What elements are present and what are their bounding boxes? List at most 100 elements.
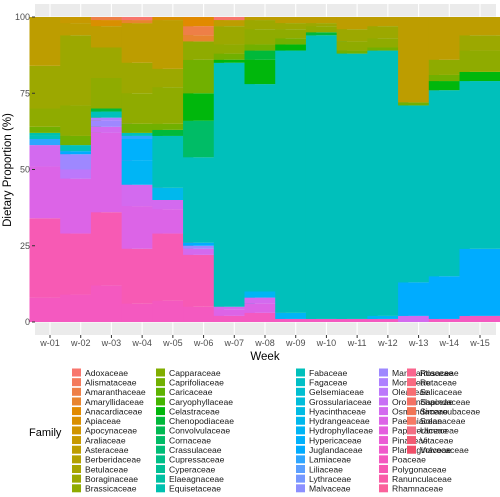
bar-segment-boraginaceae: Boraginaceae (244, 20, 286, 30)
y-tick-label: 50 (20, 165, 30, 175)
legend-item-plantaginaceae: Plantaginaceae (379, 445, 451, 455)
bar-segment-osmundaceae: Osmundaceae (152, 200, 194, 210)
legend-label: Convolvulaceae (169, 426, 230, 436)
legend-label: Gelsemiaceae (309, 387, 364, 397)
bar-segment-celastraceae: Celastraceae (459, 71, 500, 82)
bar-segment-equisetaceae: Equisetaceae (29, 132, 71, 136)
legend-swatch (296, 407, 305, 416)
x-tick-label: w-05 (162, 338, 183, 348)
bar-segment-asteraceae: Asteraceae (367, 17, 409, 27)
legend-label: Capparaceae (169, 368, 221, 378)
legend-item-betulaceae: Betulaceae (72, 464, 128, 474)
bar-segment-asteraceae: Asteraceae (244, 17, 286, 21)
bar-segment-oleaceae: Oleaceae (60, 169, 102, 179)
y-tick-label: 100 (15, 12, 30, 22)
legend-swatch (296, 378, 305, 387)
legend-item-rutaceae: Rutaceae (407, 377, 457, 387)
legend-swatch (379, 368, 388, 377)
legend-label: Berberidaceae (85, 455, 141, 465)
bar-segment-caprifoliaceae: Caprifoliaceae (213, 53, 255, 60)
legend-swatch (407, 416, 416, 425)
legend-swatch (379, 378, 388, 387)
legend-label: Poaceae (392, 455, 426, 465)
legend-swatch (379, 455, 388, 464)
legend-swatch (72, 387, 81, 396)
legend-swatch (296, 465, 305, 473)
x-tick-label: w-08 (254, 338, 275, 348)
legend-label: Juglandaceae (309, 445, 363, 455)
legend-swatch (296, 474, 305, 483)
legend-item-marchantiaceae: Marchantiaceae (379, 368, 453, 378)
legend-label: Crassulaceae (169, 445, 222, 455)
x-tick-label: w-13 (408, 338, 429, 348)
bars: PoaceaePolygonaceaePaeoniaceaeOsmundacea… (29, 17, 500, 322)
legend-swatch (296, 368, 305, 377)
legend-swatch (296, 397, 305, 406)
bar-segment-poaceae: Poaceae (275, 318, 317, 322)
bar-segment-chenopodiaceae: Chenopodiaceae (152, 129, 194, 136)
bar-segment-brassicaceae: Brassicaceae (305, 26, 347, 33)
x-tick-label: w-01 (39, 338, 60, 348)
legend-swatch (156, 436, 165, 445)
legend-label: Volvocaceae (420, 445, 469, 455)
bar-segment-poaceae: Poaceae (305, 318, 347, 322)
legend-item-hyacinthaceae: Hyacinthaceae (296, 406, 366, 416)
legend-label: Grossulariaceae (309, 397, 372, 407)
legend-item-hydrophyllaceae: Hydrophyllaceae (296, 426, 373, 436)
x-tick-label: w-14 (439, 338, 460, 348)
bar-segment-asteraceae: Asteraceae (213, 20, 255, 27)
x-tick-label: w-10 (316, 338, 337, 348)
legend-label: Malvaceae (309, 484, 351, 494)
legend-swatch (72, 426, 81, 435)
legend-item-orobanchaceae: Orobanchaceae (379, 397, 453, 407)
legend-label: Chenopodiaceae (169, 416, 234, 426)
legend-label: Lamiaceae (309, 455, 351, 465)
legend: Family AdoxaceaeAlismataceaeAmaranthacea… (29, 368, 480, 494)
legend-label: Sapindaceae (420, 397, 470, 407)
legend-title: Family (29, 427, 62, 439)
bar-segment-boraginaceae: Boraginaceae (275, 23, 317, 30)
x-tick-label: w-09 (285, 338, 306, 348)
legend-label: Adoxaceae (85, 368, 128, 378)
bar-segment-adoxaceae: Adoxaceae (213, 17, 255, 21)
bar-segment-osmundaceae: Osmundaceae (213, 306, 255, 310)
legend-swatch (72, 484, 81, 493)
bar-segment-caprifoliaceae: Caprifoliaceae (275, 38, 317, 45)
legend-swatch (407, 436, 416, 445)
legend-label: Caryophyllaceae (169, 397, 233, 407)
legend-label: Elaeagnaceae (169, 474, 224, 484)
legend-item-cupressaceae: Cupressaceae (156, 455, 225, 465)
legend-swatch (379, 426, 388, 435)
legend-item-volvocaceae: Volvocaceae (407, 445, 469, 455)
legend-item-solanaceae: Solanaceae (407, 416, 466, 426)
bar-segment-osmundaceae: Osmundaceae (398, 315, 440, 322)
legend-swatch (379, 416, 388, 425)
bar-segment-amaranthaceae: Amaranthaceae (183, 26, 225, 36)
bar-segment-fabaceae: Fabaceae (29, 135, 71, 139)
bar-segment-hydrophyllaceae: Hydrophyllaceae (244, 291, 286, 298)
legend-label: Paeoniaceae (392, 416, 442, 426)
legend-label: Polygonaceae (392, 464, 447, 474)
legend-swatch (156, 378, 165, 387)
legend-swatch (72, 445, 81, 454)
bar-segment-caprifoliaceae: Caprifoliaceae (121, 123, 163, 133)
legend-label: Apiaceae (85, 416, 121, 426)
legend-swatch (72, 465, 81, 473)
bar-segment-amaranthaceae: Amaranthaceae (90, 17, 132, 21)
legend-item-paeoniaceae: Paeoniaceae (379, 416, 442, 426)
bar-segment-poaceae: Poaceae (367, 318, 409, 322)
legend-swatch (72, 455, 81, 464)
legend-label: Fagaceae (309, 377, 347, 387)
legend-item-gelsemiaceae: Gelsemiaceae (296, 387, 364, 397)
legend-swatch (296, 426, 305, 435)
bar-segment-chenopodiaceae: Chenopodiaceae (305, 32, 347, 36)
legend-item-rhamnaceae: Rhamnaceae (379, 484, 443, 494)
legend-label: Caricaceae (169, 387, 213, 397)
x-tick-label: w-11 (347, 338, 367, 348)
legend-swatch (296, 484, 305, 493)
legend-label: Amaryllidaceae (85, 397, 144, 407)
legend-label: Vitaceae (420, 435, 454, 445)
bar-segment-caprifoliaceae: Caprifoliaceae (60, 135, 102, 146)
legend-item-liliaceae: Liliaceae (296, 464, 343, 474)
legend-label: Rutaceae (420, 377, 457, 387)
